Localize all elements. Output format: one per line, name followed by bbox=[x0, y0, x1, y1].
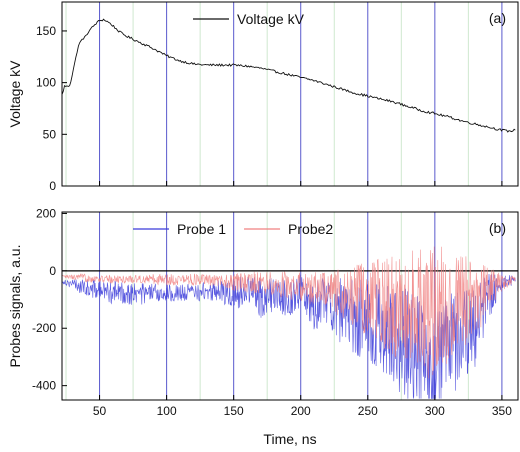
panel-a: 0 50 100 150 Voltage kV (a) Voltage kV bbox=[7, 1, 519, 193]
x-tick-label: 250 bbox=[358, 404, 378, 418]
y-axis-title: Voltage kV bbox=[7, 60, 23, 128]
y-tick-label: 50 bbox=[43, 127, 57, 141]
plot-frame bbox=[61, 1, 519, 187]
legend-label: Probe2 bbox=[288, 221, 333, 237]
y-tick-label: -200 bbox=[32, 321, 56, 335]
plot-frame bbox=[61, 211, 519, 401]
series-line bbox=[61, 18, 516, 133]
series-line bbox=[61, 273, 516, 399]
y-tick-label: 0 bbox=[49, 264, 56, 278]
series-line bbox=[61, 246, 516, 379]
y-tick-label: 150 bbox=[36, 24, 56, 38]
x-tick-label: 350 bbox=[492, 404, 512, 418]
x-tick-label: 50 bbox=[93, 404, 107, 418]
x-tick-label: 200 bbox=[291, 404, 311, 418]
x-tick-label: 300 bbox=[425, 404, 445, 418]
panel-label: (a) bbox=[489, 10, 506, 26]
y-tick-label: 100 bbox=[36, 76, 56, 90]
y-tick-label: -400 bbox=[32, 379, 56, 393]
panel-b: 50 100 150 200 250 300 350 -400 -200 0 200 Probes s… bbox=[7, 206, 519, 418]
y-tick-label: 200 bbox=[36, 206, 56, 220]
x-tick-label: 150 bbox=[224, 404, 244, 418]
legend-label: Probe 1 bbox=[177, 221, 226, 237]
y-tick-label: 0 bbox=[49, 179, 56, 193]
legend-label: Voltage kV bbox=[237, 11, 305, 27]
panel-label: (b) bbox=[489, 220, 506, 236]
x-tick-label: 100 bbox=[157, 404, 177, 418]
x-axis-title: Time, ns bbox=[263, 431, 316, 447]
y-axis-title: Probes signals, a.u. bbox=[7, 245, 23, 368]
